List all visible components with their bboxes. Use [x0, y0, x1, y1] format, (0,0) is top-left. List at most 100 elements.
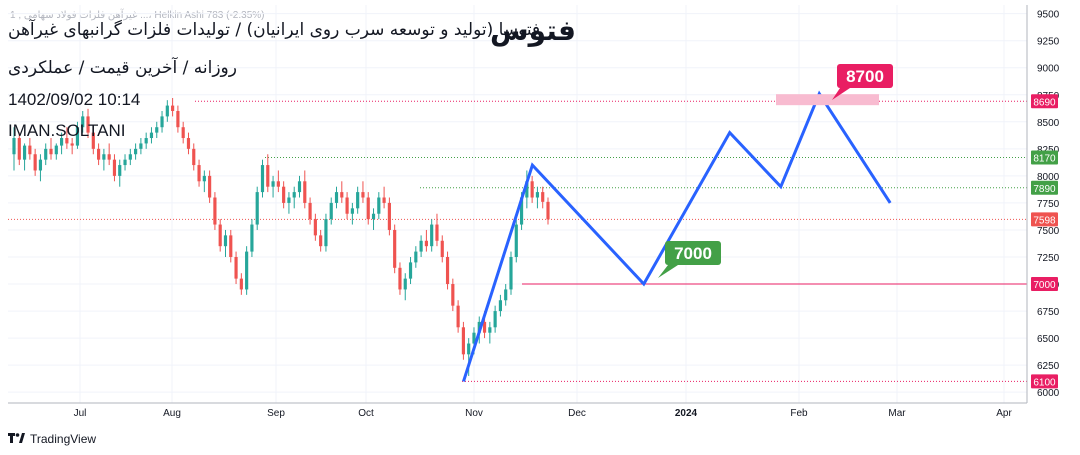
candle-body: [345, 197, 349, 214]
candle-body: [334, 192, 339, 203]
target-zone-8700: [776, 94, 879, 106]
candle: [292, 186, 296, 209]
candle: [350, 202, 354, 225]
candle-body: [102, 154, 106, 160]
candle-body: [366, 197, 370, 220]
candle-body: [451, 284, 455, 306]
candle: [123, 154, 127, 171]
candle-body: [419, 240, 423, 252]
chart-author: IMAN.SOLTANI: [8, 121, 126, 140]
candle-body: [514, 224, 518, 257]
callout-pointer: [832, 88, 850, 100]
callout-8700[interactable]: 8700: [832, 64, 893, 100]
callout-7000[interactable]: 7000: [658, 241, 721, 278]
candle-body: [387, 202, 391, 230]
candle: [451, 278, 455, 312]
x-tick-label: Dec: [568, 408, 586, 419]
candle-body: [414, 251, 418, 263]
candle-body: [28, 145, 32, 155]
candle-body: [456, 305, 460, 328]
candle: [70, 138, 74, 155]
candle: [276, 170, 280, 193]
price-level-labels: 8690 8170 7890 7598 7000 6100: [1031, 94, 1058, 389]
candle-body: [408, 262, 413, 279]
chart-title: فتوسا (تولید و توسعه سرب روی ایرانیان) /…: [8, 20, 541, 40]
candle-body: [97, 148, 101, 160]
price-level-label: 7598: [1031, 212, 1058, 227]
tradingview-name: TradingView: [30, 431, 97, 446]
candle: [65, 127, 69, 149]
candle-body: [461, 327, 465, 355]
y-tick-label: 7750: [1037, 199, 1060, 210]
chart-subtitle: روزانه / آخرین قیمت / عملکردی: [8, 58, 237, 78]
candle: [192, 143, 196, 171]
candle: [509, 251, 513, 295]
candle-body: [186, 138, 191, 149]
tradingview-branding[interactable]: TradingView: [8, 431, 96, 446]
candle-body: [541, 192, 545, 202]
candle: [213, 192, 217, 230]
candle-body: [65, 138, 69, 144]
price-level-tag: [1031, 94, 1058, 109]
candle: [91, 127, 95, 155]
y-tick-label: 6750: [1037, 307, 1060, 318]
price-axis[interactable]: 6000625065006750700072507500775080008250…: [1037, 10, 1060, 400]
projection-zigzag[interactable]: [462, 90, 892, 382]
candle-body: [287, 197, 291, 203]
candle: [208, 170, 212, 203]
candle-body: [155, 127, 159, 133]
candle-body: [445, 256, 450, 285]
candle: [461, 321, 465, 360]
candle: [86, 108, 90, 139]
y-tick-label: 8000: [1037, 172, 1060, 183]
candle-body: [91, 132, 95, 149]
candle-body: [229, 235, 233, 257]
candle-body: [139, 143, 143, 149]
candle: [282, 181, 286, 209]
candle: [297, 175, 302, 198]
candle: [218, 219, 222, 252]
candle: [181, 121, 185, 144]
candle: [81, 110, 85, 133]
candle-body: [160, 116, 164, 128]
candle: [49, 138, 53, 160]
candle-body: [250, 224, 254, 252]
candle-body: [440, 240, 444, 257]
candle: [361, 181, 365, 203]
price-level-tag-text: 7890: [1033, 184, 1056, 195]
candle: [17, 132, 21, 166]
candle-body: [467, 343, 471, 355]
candle-body: [535, 192, 540, 198]
candle-body: [107, 154, 111, 160]
candle-body: [435, 224, 439, 241]
candle-body: [371, 213, 376, 220]
candle-body: [134, 148, 138, 155]
candle: [398, 262, 402, 295]
candle-body: [319, 235, 323, 247]
candle: [340, 181, 344, 203]
candle-body: [86, 116, 90, 133]
price-level-tag: [1031, 374, 1058, 389]
time-axis[interactable]: Jul Aug Sep Oct Nov Dec 2024 Feb Mar Apr: [74, 408, 1013, 419]
candle: [371, 208, 376, 230]
candle: [176, 105, 180, 133]
price-level-label: 8170: [1031, 150, 1058, 165]
price-level-tag: [1031, 277, 1058, 292]
candle: [139, 138, 143, 155]
candle-body: [218, 224, 222, 247]
callout-text: 7000: [674, 244, 712, 263]
candle: [393, 224, 397, 274]
candle-body: [340, 192, 344, 198]
y-tick-label: 8500: [1037, 118, 1060, 129]
candle: [535, 186, 540, 209]
target-annotations: 8700 7000: [658, 64, 893, 278]
candle-body: [213, 197, 217, 225]
candle: [245, 246, 249, 295]
candle: [424, 229, 428, 252]
candle: [171, 98, 175, 117]
candle: [239, 273, 243, 295]
y-tick-label: 9000: [1037, 64, 1060, 75]
candle-body: [324, 219, 328, 247]
candle: [22, 143, 27, 171]
